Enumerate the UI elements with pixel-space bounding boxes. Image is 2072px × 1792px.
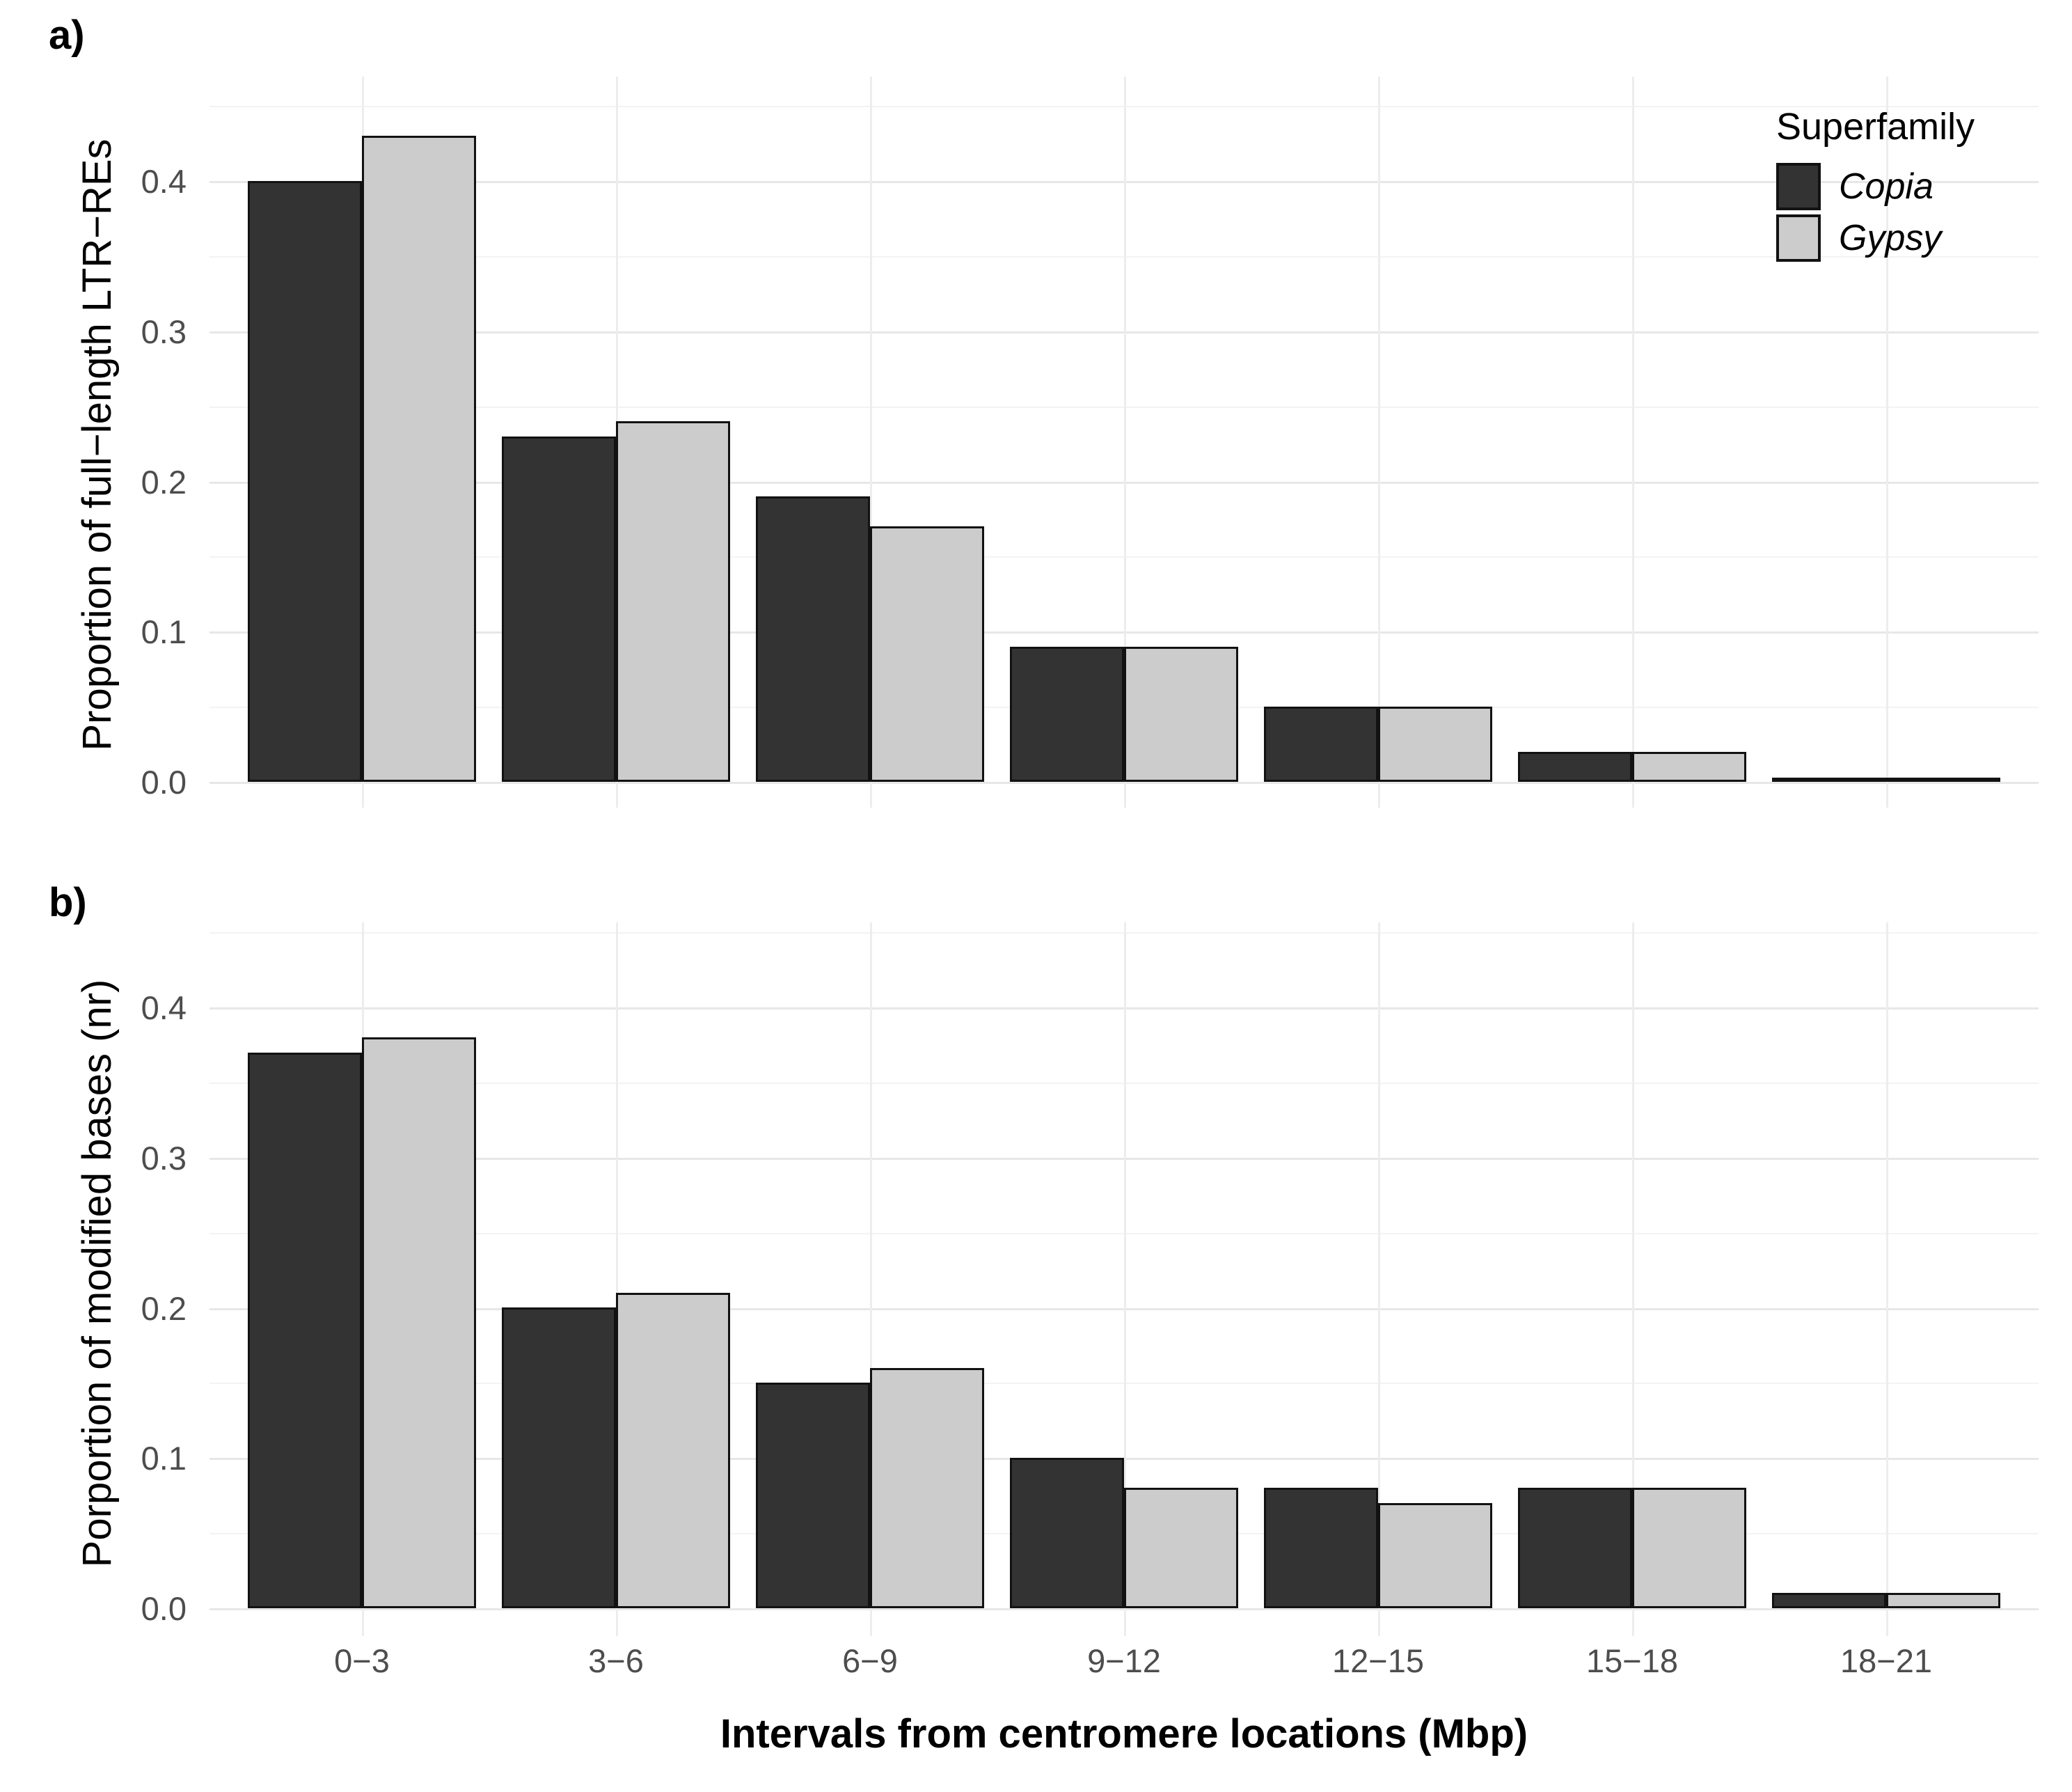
gypsy-swatch-icon bbox=[1776, 214, 1821, 262]
panel-a-plot-area bbox=[209, 77, 2039, 808]
legend-entry-copia: Copia bbox=[1776, 161, 1975, 212]
x-tick-label: 12−15 bbox=[1331, 1642, 1424, 1679]
x-tick-label: 6−9 bbox=[842, 1642, 898, 1679]
category-gridline bbox=[1124, 922, 1126, 1636]
bar-gypsy-9−12 bbox=[1124, 647, 1238, 782]
bar-gypsy-18−21 bbox=[1886, 778, 2000, 782]
bar-copia-9−12 bbox=[1010, 1458, 1124, 1608]
legend: Superfamily Copia Gypsy bbox=[1776, 108, 1975, 264]
category-gridline bbox=[616, 922, 618, 1636]
y-tick-label: 0.3 bbox=[141, 313, 187, 350]
category-gridline bbox=[1886, 77, 1888, 808]
bar-gypsy-12−15 bbox=[1378, 1503, 1492, 1608]
bar-copia-3−6 bbox=[502, 1307, 616, 1608]
y-tick-label: 0.2 bbox=[141, 1289, 187, 1327]
bar-copia-15−18 bbox=[1518, 1488, 1632, 1608]
x-tick-label: 0−3 bbox=[334, 1642, 390, 1679]
legend-title: Superfamily bbox=[1776, 106, 1975, 148]
y-tick-label: 0.0 bbox=[141, 1590, 187, 1627]
bar-gypsy-15−18 bbox=[1632, 752, 1746, 782]
bar-gypsy-6−9 bbox=[870, 1368, 984, 1608]
bar-gypsy-15−18 bbox=[1632, 1488, 1746, 1608]
bar-gypsy-18−21 bbox=[1886, 1593, 2000, 1608]
bar-gypsy-3−6 bbox=[616, 1293, 730, 1608]
bar-copia-0−3 bbox=[248, 181, 362, 782]
panel-a-tag: a) bbox=[49, 13, 85, 58]
bar-copia-6−9 bbox=[756, 1383, 870, 1608]
panel-b-tag: b) bbox=[49, 880, 87, 925]
bar-gypsy-0−3 bbox=[362, 1037, 476, 1608]
bar-gypsy-3−6 bbox=[616, 421, 730, 782]
category-gridline bbox=[1378, 922, 1380, 1636]
bar-copia-12−15 bbox=[1264, 707, 1378, 782]
panel-b-y-axis-title: Porportion of modified bases (nr) bbox=[74, 979, 120, 1568]
bar-gypsy-0−3 bbox=[362, 136, 476, 782]
category-gridline bbox=[870, 77, 872, 808]
bar-copia-0−3 bbox=[248, 1053, 362, 1608]
x-tick-label: 15−18 bbox=[1585, 1642, 1678, 1679]
x-axis-title: Intervals from centromere locations (Mbp… bbox=[720, 1711, 1528, 1756]
panel-a-y-axis-title: Proportion of full−length LTR−REs bbox=[74, 139, 120, 751]
x-tick-label: 9−12 bbox=[1087, 1642, 1161, 1679]
bar-copia-3−6 bbox=[502, 437, 616, 782]
bar-copia-18−21 bbox=[1772, 1593, 1886, 1608]
category-gridline bbox=[1378, 77, 1380, 808]
category-gridline bbox=[1124, 77, 1126, 808]
legend-label-gypsy: Gypsy bbox=[1839, 218, 1942, 258]
legend-label-copia: Copia bbox=[1839, 166, 1933, 207]
category-gridline bbox=[870, 922, 872, 1636]
bar-gypsy-9−12 bbox=[1124, 1488, 1238, 1608]
y-tick-label: 0.3 bbox=[141, 1139, 187, 1177]
category-gridline bbox=[1886, 922, 1888, 1636]
bar-copia-15−18 bbox=[1518, 752, 1632, 782]
y-tick-label: 0.0 bbox=[141, 764, 187, 801]
bar-gypsy-12−15 bbox=[1378, 707, 1492, 782]
panel-b-plot-area bbox=[209, 922, 2039, 1636]
bar-copia-18−21 bbox=[1772, 778, 1886, 782]
bar-gypsy-6−9 bbox=[870, 526, 984, 782]
y-tick-label: 0.4 bbox=[141, 163, 187, 200]
bar-copia-12−15 bbox=[1264, 1488, 1378, 1608]
bar-copia-6−9 bbox=[756, 496, 870, 782]
y-tick-label: 0.1 bbox=[141, 1440, 187, 1477]
legend-entry-gypsy: Gypsy bbox=[1776, 212, 1975, 264]
y-tick-label: 0.2 bbox=[141, 463, 187, 501]
y-tick-label: 0.1 bbox=[141, 613, 187, 651]
bar-copia-9−12 bbox=[1010, 647, 1124, 782]
x-tick-label: 3−6 bbox=[588, 1642, 644, 1679]
category-gridline bbox=[1632, 77, 1634, 808]
category-gridline bbox=[1632, 922, 1634, 1636]
copia-swatch-icon bbox=[1776, 163, 1821, 210]
y-tick-label: 0.4 bbox=[141, 989, 187, 1026]
x-tick-label: 18−21 bbox=[1840, 1642, 1932, 1679]
